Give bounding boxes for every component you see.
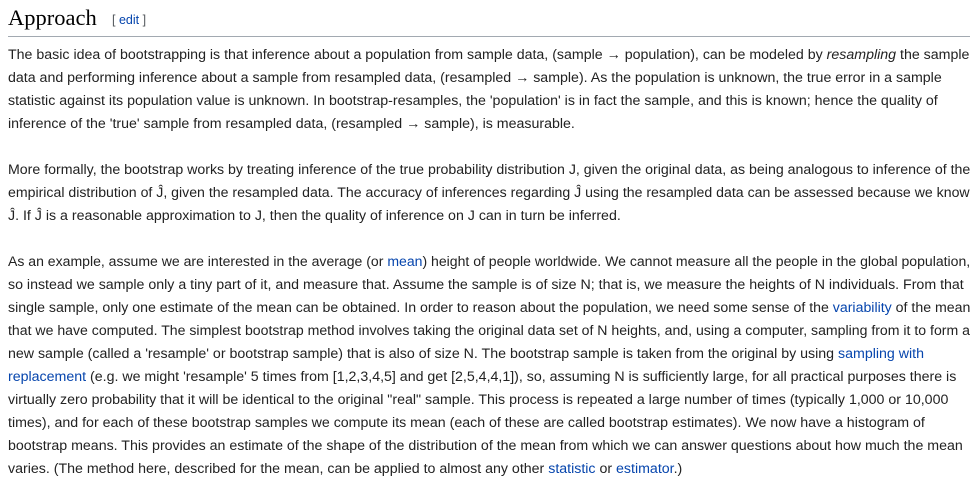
paragraph-line: that we have computed. The simplest boot… [8,323,970,339]
paragraph-line: varies. (The method here, described for … [8,458,970,481]
paragraph-line: More formally, the bootstrap works by tr… [8,162,971,178]
text-run: the sample [896,47,970,63]
text-run: varies. (The method here, described for … [8,461,549,477]
article-content: Approach [ edit ] The basic idea of boot… [8,0,970,477]
paragraph-line: so instead we sample only a tiny part of… [8,277,964,293]
paragraph-line: inference of the 'true' sample from resa… [8,116,575,132]
link-sampling-with-replacement-part2[interactable]: replacement [8,369,87,385]
text-run: (e.g. we might 'resample' 5 times from [… [86,369,957,385]
paragraph-example: As an example, assume we are interested … [8,251,970,481]
emphasis-resampling: resampling [826,47,897,63]
paragraph-line: new sample (called a 'resample' or boots… [8,343,970,366]
text-run: new sample (called a 'resample' or boots… [8,346,839,362]
text-run: ) height of people worldwide. We cannot … [422,254,971,270]
paragraph-line: replacement (e.g. we might 'resample' 5 … [8,366,970,389]
paragraph-formal: More formally, the bootstrap works by tr… [8,159,970,228]
edit-bracket-close: ] [139,13,147,27]
text-run: The basic idea of bootstrapping is that … [8,47,827,63]
text-run: .) [673,461,683,477]
edit-section-link-group: [ edit ] [112,12,146,28]
link-variability[interactable]: variability [832,300,892,316]
paragraph-line: Ĵ. If Ĵ is a reasonable approximation to… [8,208,621,224]
link-estimator[interactable]: estimator [616,461,674,477]
paragraph-line: virtually zero probability that it will … [8,392,949,408]
section-title: Approach [8,5,97,30]
paragraph-line: data and performing inference about a sa… [8,70,942,86]
text-run: As an example, assume we are interested … [8,254,388,270]
link-sampling-with-replacement-part1[interactable]: sampling with [838,346,924,362]
edit-section-link[interactable]: edit [118,13,140,27]
section-heading: Approach [ edit ] [8,0,970,37]
paragraph-line: The basic idea of bootstrapping is that … [8,44,970,67]
link-mean[interactable]: mean [387,254,423,270]
paragraph-line: As an example, assume we are interested … [8,251,970,274]
text-run: single sample, only one estimate of the … [8,300,833,316]
paragraph-line: single sample, only one estimate of the … [8,297,970,320]
edit-bracket-open: [ [112,13,119,27]
paragraph-line: empirical distribution of Ĵ, given the r… [8,185,970,201]
text-run: or [595,461,617,477]
paragraph-basic-idea: The basic idea of bootstrapping is that … [8,44,970,136]
paragraph-line: statistic against its population value i… [8,93,938,109]
text-run: of the mean [891,300,971,316]
paragraph-line: times), and for each of these bootstrap … [8,415,925,431]
paragraph-line: bootstrap means. This provides an estima… [8,438,963,454]
link-statistic[interactable]: statistic [548,461,596,477]
